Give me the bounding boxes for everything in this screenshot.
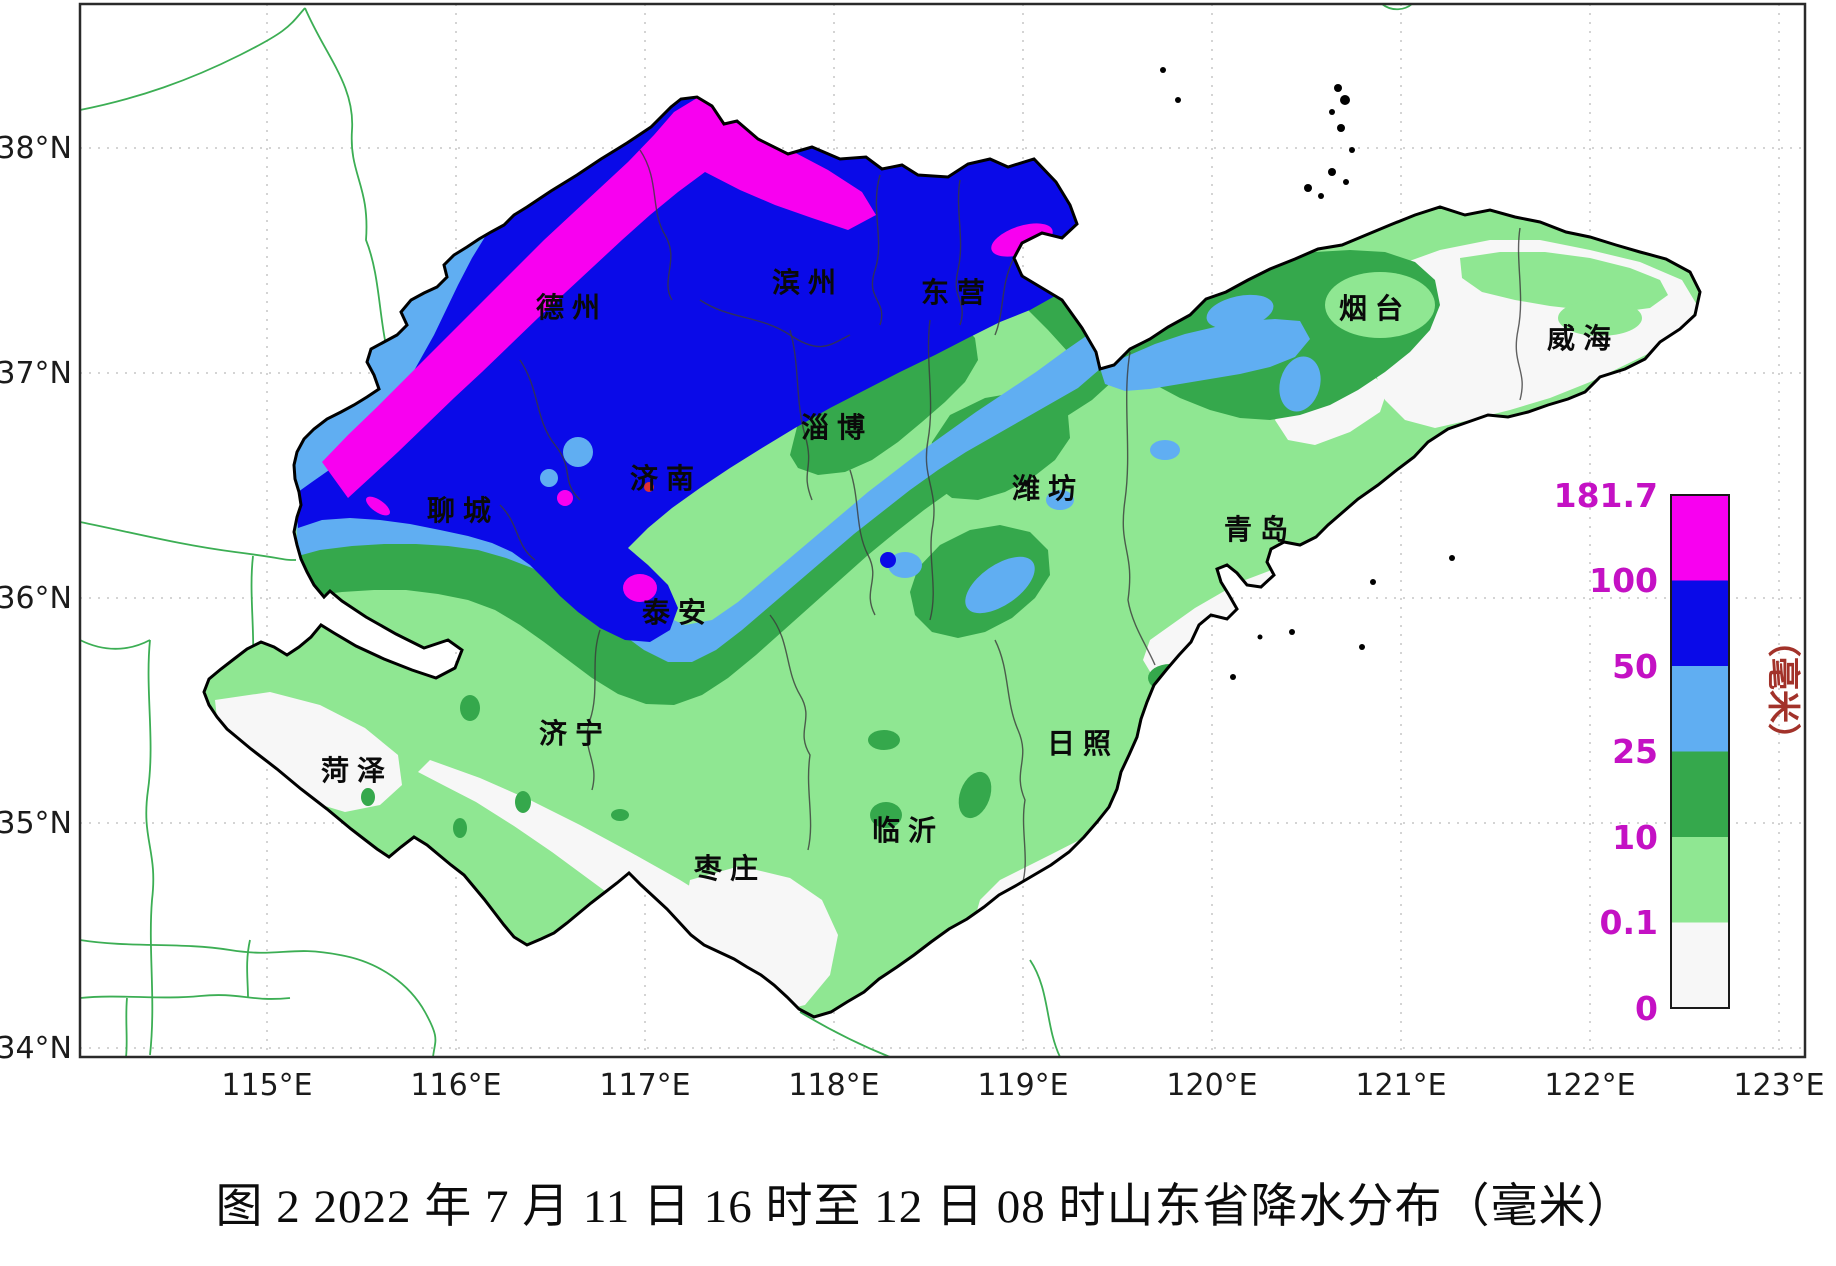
city-borders xyxy=(499,149,1523,886)
lon-tick-118e: 118°E xyxy=(788,1068,879,1103)
legend-label-10: 10 xyxy=(1612,818,1658,857)
colorbar-seg-25-50 xyxy=(1671,666,1729,752)
lat-tick-34n: 34°N xyxy=(0,1031,72,1066)
lon-tick-122e: 122°E xyxy=(1544,1068,1635,1103)
city-label-dezhou: 德州 xyxy=(536,291,608,324)
city-label-weihai: 威海 xyxy=(1547,322,1619,355)
city-label-linyi: 临沂 xyxy=(872,814,944,847)
lon-axis: 115°E 116°E 117°E 118°E 119°E 120°E 121°… xyxy=(221,1068,1824,1103)
city-label-rizhao: 日照 xyxy=(1047,727,1119,760)
city-label-liaocheng: 聊城 xyxy=(427,494,499,527)
legend-label-50: 50 xyxy=(1612,647,1658,686)
city-label-dongying: 东营 xyxy=(921,276,993,309)
legend-label-100: 100 xyxy=(1589,561,1658,600)
legend-unit-label: （毫米） xyxy=(1764,624,1803,756)
shandong-province-border xyxy=(202,95,1702,1019)
lon-tick-123e: 123°E xyxy=(1733,1068,1824,1103)
lon-tick-119e: 119°E xyxy=(977,1068,1068,1103)
lat-tick-35n: 35°N xyxy=(0,806,72,841)
city-label-zaozhuang: 枣庄 xyxy=(693,852,766,885)
map-frame xyxy=(78,2,1807,1059)
colorbar-seg-01-10 xyxy=(1671,837,1729,923)
colorbar-seg-10-25 xyxy=(1671,751,1729,837)
city-label-yantai: 烟台 xyxy=(1339,292,1411,325)
city-labels: 德州 滨州 东营 烟台 威海 聊城 济南 淄博 潍坊 青岛 泰安 济宁 菏泽 日… xyxy=(321,266,1619,885)
city-label-jinan: 济南 xyxy=(630,462,702,495)
city-label-zibo: 淄博 xyxy=(801,411,873,444)
city-label-jining: 济宁 xyxy=(539,717,611,750)
figure-caption: 图 2 2022 年 7 月 11 日 16 时至 12 日 08 时山东省降水… xyxy=(215,1181,1634,1233)
island-dots xyxy=(1160,67,1455,680)
lon-tick-120e: 120°E xyxy=(1166,1068,1257,1103)
colorbar-seg-50-100 xyxy=(1671,580,1729,666)
lon-tick-115e: 115°E xyxy=(221,1068,312,1103)
lon-tick-117e: 117°E xyxy=(599,1068,690,1103)
lat-tick-38n: 38°N xyxy=(0,131,72,166)
colorbar-seg-0-01 xyxy=(1671,922,1729,1008)
legend-label-0: 0 xyxy=(1635,989,1658,1028)
lon-tick-116e: 116°E xyxy=(410,1068,501,1103)
lat-axis: 38°N 37°N 36°N 35°N 34°N xyxy=(0,131,72,1066)
lat-tick-37n: 37°N xyxy=(0,356,72,391)
city-label-taian: 泰安 xyxy=(642,596,714,629)
colorbar-seg-100-181 xyxy=(1671,495,1729,581)
neighbor-province-borders xyxy=(79,3,1413,1058)
legend-label-181: 181.7 xyxy=(1554,476,1658,515)
legend-label-25: 25 xyxy=(1612,732,1658,771)
precipitation-fill-layers xyxy=(204,97,1700,1017)
colorbar-legend: 181.7 100 50 25 10 0.1 0 （毫米） xyxy=(1554,476,1803,1028)
city-label-qingdao: 青岛 xyxy=(1224,513,1296,546)
lon-tick-121e: 121°E xyxy=(1355,1068,1446,1103)
city-label-weifang: 潍坊 xyxy=(1012,472,1084,505)
capital-marker xyxy=(644,482,654,492)
city-label-binzhou: 滨州 xyxy=(772,266,844,299)
legend-label-01: 0.1 xyxy=(1600,903,1658,942)
lat-tick-36n: 36°N xyxy=(0,581,72,616)
city-label-heze: 菏泽 xyxy=(321,754,393,787)
colorbar-frame xyxy=(1670,494,1730,1009)
